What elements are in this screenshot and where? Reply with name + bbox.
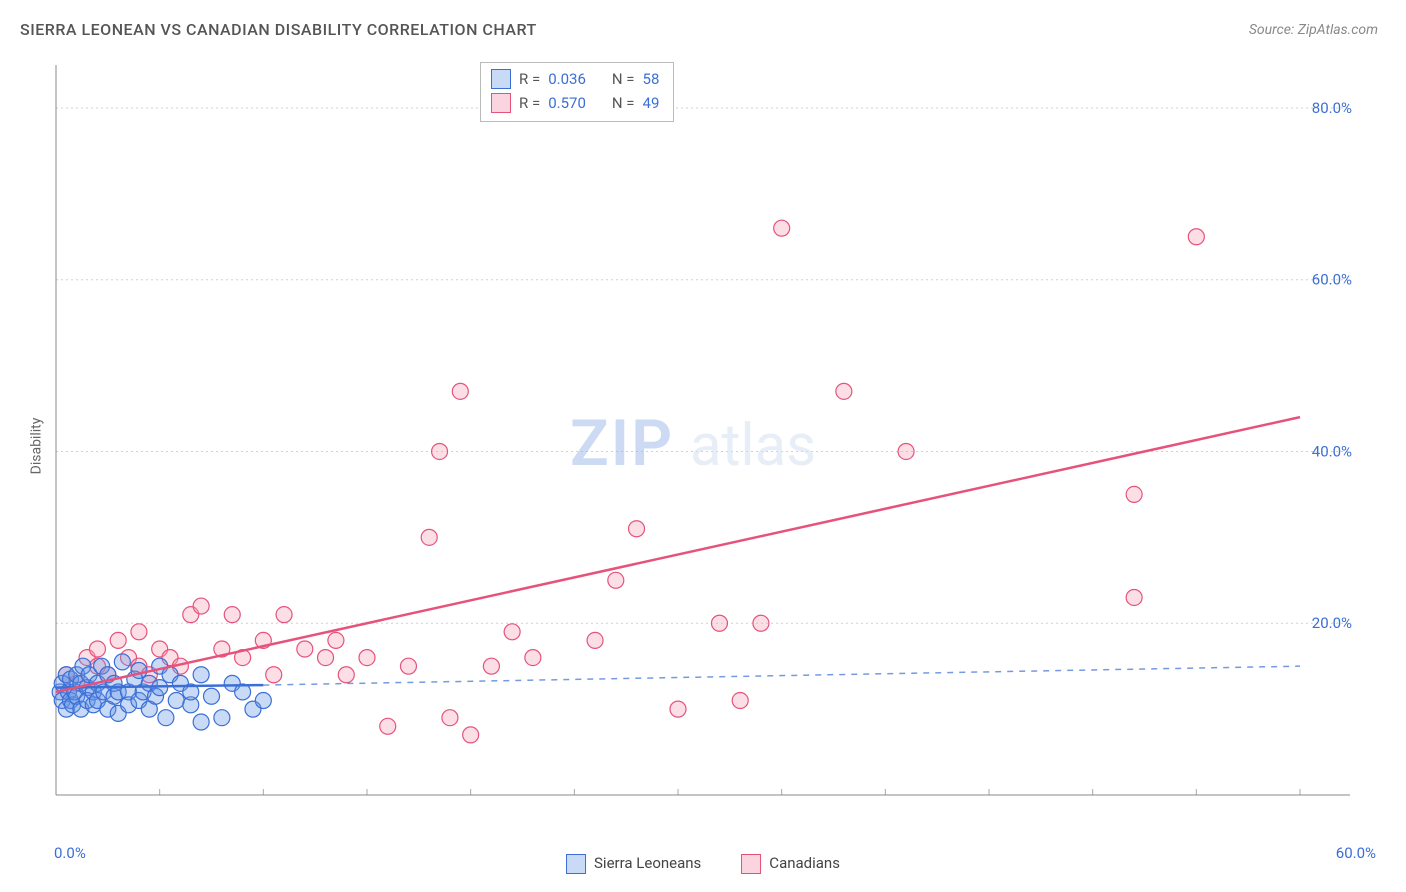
chart-title: SIERRA LEONEAN VS CANADIAN DISABILITY CO… xyxy=(20,20,537,39)
watermark: ZIP xyxy=(570,406,674,481)
point-pink xyxy=(110,632,126,648)
point-pink xyxy=(608,572,624,588)
point-blue xyxy=(214,710,230,726)
source-label: Source: xyxy=(1249,22,1298,38)
source-name: ZipAtlas.com xyxy=(1298,22,1378,38)
point-pink xyxy=(670,701,686,717)
legend-r-blue: 0.036 xyxy=(548,67,586,91)
point-pink xyxy=(732,693,748,709)
legend-item-pink: Canadians xyxy=(741,854,840,874)
legend-n-blue: 58 xyxy=(643,67,660,91)
point-pink xyxy=(483,658,499,674)
point-pink xyxy=(224,607,240,623)
point-pink xyxy=(89,641,105,657)
y-tick: 60.0% xyxy=(1312,271,1352,289)
point-pink xyxy=(587,632,603,648)
x-tick-min: 0.0% xyxy=(54,844,86,862)
point-blue xyxy=(114,654,130,670)
point-pink xyxy=(753,615,769,631)
point-pink xyxy=(432,443,448,459)
legend-n-label: N = xyxy=(612,91,635,115)
point-pink xyxy=(711,615,727,631)
point-pink xyxy=(452,383,468,399)
point-pink xyxy=(328,632,344,648)
y-tick: 20.0% xyxy=(1312,614,1352,632)
chart-plot-area: 20.0% 40.0% 60.0% 80.0% ZIPatlas xyxy=(50,55,1360,835)
point-blue xyxy=(168,693,184,709)
legend-swatch-pink xyxy=(491,93,511,113)
legend-r-label: R = xyxy=(519,67,540,91)
point-pink xyxy=(193,598,209,614)
point-pink xyxy=(1126,589,1142,605)
legend-swatch-blue xyxy=(566,854,586,874)
point-pink xyxy=(1126,486,1142,502)
point-pink xyxy=(318,650,334,666)
point-pink xyxy=(629,521,645,537)
point-pink xyxy=(297,641,313,657)
legend-row-blue: R = 0.036 N = 58 xyxy=(491,67,659,91)
legend-swatch-pink xyxy=(741,854,761,874)
legend-series-pink: Canadians xyxy=(769,854,840,872)
point-pink xyxy=(463,727,479,743)
point-pink xyxy=(400,658,416,674)
chart-svg: 20.0% 40.0% 60.0% 80.0% ZIPatlas xyxy=(50,55,1360,835)
legend-n-pink: 49 xyxy=(643,91,660,115)
trend-line-pink xyxy=(56,417,1300,692)
point-blue xyxy=(204,688,220,704)
legend-series-blue: Sierra Leoneans xyxy=(594,854,701,872)
point-pink xyxy=(380,718,396,734)
legend-swatch-blue xyxy=(491,69,511,89)
trend-line-blue-ext xyxy=(263,666,1300,685)
point-pink xyxy=(276,607,292,623)
point-pink xyxy=(836,383,852,399)
point-pink xyxy=(774,220,790,236)
y-axis-label: Disability xyxy=(28,418,44,475)
legend-n-label: N = xyxy=(612,67,635,91)
point-pink xyxy=(359,650,375,666)
legend-r-label: R = xyxy=(519,91,540,115)
point-pink xyxy=(898,443,914,459)
point-blue xyxy=(193,667,209,683)
series-legend: Sierra Leoneans Canadians xyxy=(566,854,840,874)
source-attribution: Source: ZipAtlas.com xyxy=(1249,22,1378,38)
point-blue xyxy=(255,693,271,709)
correlation-legend: R = 0.036 N = 58 R = 0.570 N = 49 xyxy=(480,62,674,122)
x-tick-max: 60.0% xyxy=(1336,844,1376,862)
point-pink xyxy=(525,650,541,666)
legend-r-pink: 0.570 xyxy=(548,91,586,115)
y-tick: 40.0% xyxy=(1312,442,1352,460)
point-blue xyxy=(158,710,174,726)
point-pink xyxy=(131,624,147,640)
point-pink xyxy=(266,667,282,683)
point-pink xyxy=(504,624,520,640)
point-pink xyxy=(338,667,354,683)
point-pink xyxy=(421,529,437,545)
point-pink xyxy=(1188,229,1204,245)
point-pink xyxy=(442,710,458,726)
y-tick: 80.0% xyxy=(1312,99,1352,117)
watermark: atlas xyxy=(690,412,816,480)
legend-row-pink: R = 0.570 N = 49 xyxy=(491,91,659,115)
legend-item-blue: Sierra Leoneans xyxy=(566,854,701,874)
point-blue xyxy=(193,714,209,730)
